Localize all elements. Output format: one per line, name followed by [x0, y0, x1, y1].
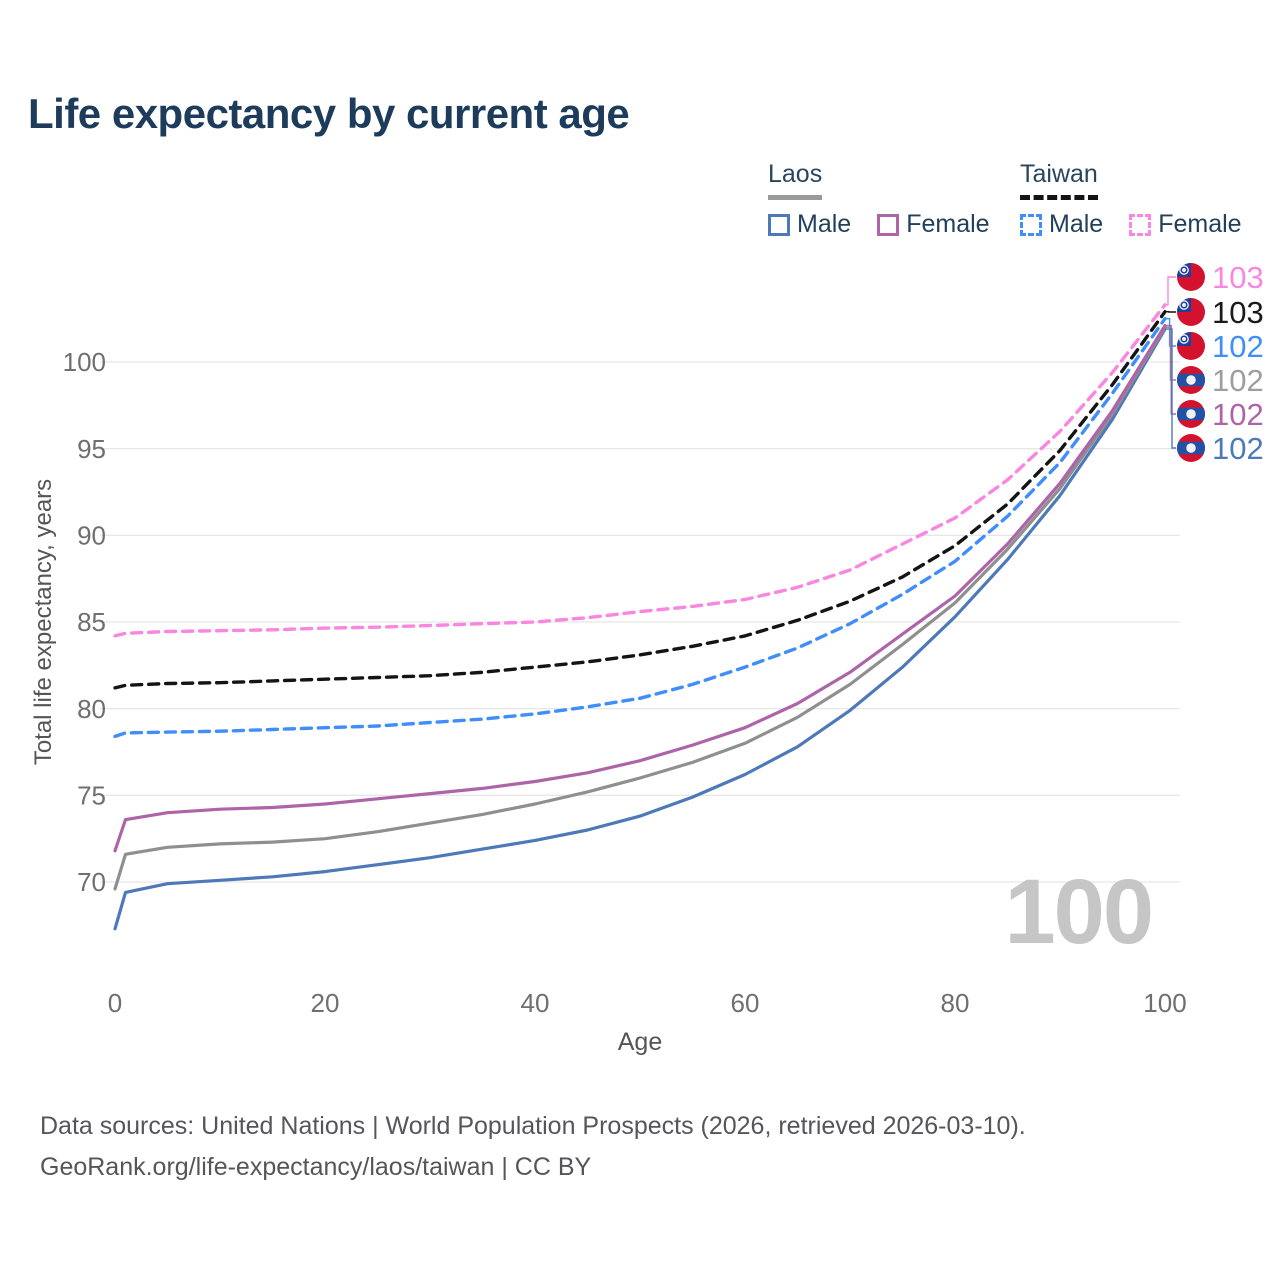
series-line-taiwan-female	[113, 303, 1167, 638]
legend-entry-taiwan-male[interactable]: Male	[1020, 210, 1103, 239]
legend-row-taiwan: Male Female	[1020, 210, 1258, 239]
legend-country-taiwan: Taiwan	[1020, 160, 1098, 200]
y-tick-label-85: 85	[77, 607, 106, 637]
end-value-label-taiwan: 103	[1212, 295, 1264, 330]
taiwan-flag-icon	[1177, 298, 1205, 326]
x-axis-title: Age	[617, 1028, 663, 1056]
legend-group-taiwan: Taiwan Male Female	[1020, 160, 1258, 239]
legend-entry-laos-male[interactable]: Male	[768, 210, 851, 239]
x-tick-label-0: 0	[108, 988, 122, 1018]
footer: Data sources: United Nations | World Pop…	[40, 1106, 1026, 1187]
x-tick-label-80: 80	[941, 988, 970, 1018]
y-tick-label-95: 95	[77, 434, 106, 464]
series-line-taiwan	[113, 310, 1167, 690]
footer-attribution: GeoRank.org/life-expectancy/laos/taiwan …	[40, 1152, 592, 1181]
taiwan-flag-icon	[1177, 263, 1205, 291]
series-line-laos	[113, 325, 1167, 891]
laos-flag-icon	[1177, 366, 1205, 394]
end-value-label-taiwan-female: 103	[1212, 260, 1264, 295]
leader-line-taiwan-male	[1165, 318, 1176, 347]
legend-label-taiwan-male: Male	[1049, 210, 1104, 238]
series-line-taiwan-male	[113, 317, 1167, 739]
end-value-label-taiwan-male: 102	[1212, 329, 1264, 364]
y-tick-label-75: 75	[77, 780, 106, 810]
taiwan-flag-icon	[1177, 332, 1205, 360]
y-tick-label-80: 80	[77, 694, 106, 724]
legend-country-laos: Laos	[768, 160, 823, 200]
series-line-laos-male	[113, 327, 1167, 931]
age-counter-watermark: 100	[1004, 861, 1154, 963]
x-tick-label-40: 40	[521, 988, 550, 1018]
laos-female-swatch-icon	[877, 213, 900, 236]
legend-label-laos-female: Female	[906, 210, 990, 238]
y-tick-label-90: 90	[77, 520, 106, 550]
end-value-label-laos-female: 102	[1212, 397, 1264, 432]
x-tick-label-20: 20	[311, 988, 340, 1018]
laos-flag-icon	[1177, 400, 1205, 428]
leader-line-laos	[1165, 326, 1176, 381]
x-tick-label-60: 60	[731, 988, 760, 1018]
x-tick-label-100: 100	[1143, 988, 1186, 1018]
legend-row-laos: Male Female	[768, 210, 1006, 239]
y-axis-title: Total life expectancy, years	[30, 478, 57, 766]
series-line-laos-female	[113, 324, 1167, 853]
end-value-label-laos: 102	[1212, 363, 1264, 398]
legend-group-laos: Laos Male Female	[768, 160, 1006, 239]
footer-data-sources: Data sources: United Nations | World Pop…	[40, 1112, 1026, 1140]
legend-label-laos-male: Male	[797, 210, 852, 238]
leader-line-taiwan-female	[1165, 276, 1176, 306]
leader-line-laos-female	[1165, 324, 1176, 415]
y-tick-label-100: 100	[63, 347, 106, 377]
y-tick-label-70: 70	[77, 867, 106, 897]
legend-entry-taiwan-female[interactable]: Female	[1129, 210, 1242, 239]
legend-label-taiwan-female: Female	[1158, 210, 1242, 238]
laos-male-swatch-icon	[768, 213, 790, 236]
laos-flag-icon	[1177, 434, 1205, 462]
taiwan-female-swatch-icon	[1129, 213, 1152, 236]
page-title: Life expectancy by current age	[28, 90, 630, 137]
taiwan-male-swatch-icon	[1020, 213, 1042, 236]
legend-entry-laos-female[interactable]: Female	[877, 210, 990, 239]
leader-line-laos-male	[1165, 328, 1176, 449]
end-value-label-laos-male: 102	[1212, 431, 1264, 466]
